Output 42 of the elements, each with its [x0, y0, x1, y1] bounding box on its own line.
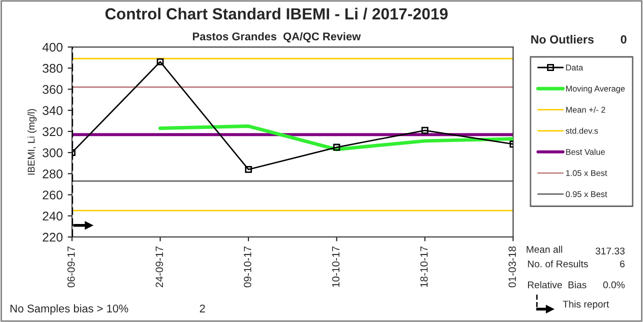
x-tick-label: 10-10-17 — [332, 246, 340, 287]
legend-label: 0.95 x Best — [566, 191, 608, 198]
x-tick-label: 09-10-17 — [244, 246, 252, 288]
y-tick-label: 260 — [42, 190, 62, 200]
x-tick-label: 24-09-17 — [156, 246, 164, 288]
legend-label: Data — [566, 64, 584, 70]
text: 317.33 — [596, 248, 625, 254]
point — [244, 166, 252, 173]
y-tick-label: 280 — [42, 169, 62, 178]
point — [156, 58, 164, 66]
text: Relative Bias — [528, 281, 586, 288]
text: No Outliers — [531, 34, 594, 44]
text: 0.0% — [603, 281, 625, 288]
x-tick-label: 01-03-18 — [508, 246, 516, 288]
point — [421, 126, 428, 134]
y-tick-label: 220 — [42, 232, 62, 242]
y-tick-label: 360 — [42, 85, 62, 94]
x-tick-label: 18-10-17 — [420, 246, 428, 287]
line-series — [158, 124, 514, 152]
x-tick-label: 06-09-17 — [67, 246, 75, 288]
point — [333, 144, 340, 151]
legend-label: Mean +/- 2 — [566, 106, 606, 113]
legend-label: Best Value — [566, 148, 605, 155]
text: Mean all — [526, 246, 562, 253]
y-tick-label: 340 — [42, 106, 62, 115]
legend-label: 1.05 x Best — [566, 170, 608, 176]
text: No Samples bias > 10% — [10, 304, 128, 315]
y-tick-label: 380 — [42, 64, 62, 73]
y-tick-label: 240 — [42, 212, 62, 221]
legend-label: This report — [562, 300, 610, 310]
legend-label: std.dev.s — [566, 128, 598, 134]
y-tick-label: 400 — [42, 42, 62, 52]
legend-label: Moving Average — [566, 85, 625, 94]
y-tick-label: 320 — [42, 127, 62, 136]
y-tick-label: 300 — [42, 148, 62, 158]
y-axis-title: IBEMI, Li (mg/l) — [28, 109, 37, 175]
text: 0 — [620, 35, 626, 44]
text: No. of Results — [528, 260, 588, 268]
chart-title: Control Chart Standard IBEMI - Li / 2017-2019 — [105, 8, 448, 20]
text: 2 — [200, 304, 205, 312]
chart-subtitle: Pastos Grandes QA/QC Review — [192, 32, 361, 42]
text: 6 — [620, 260, 625, 268]
